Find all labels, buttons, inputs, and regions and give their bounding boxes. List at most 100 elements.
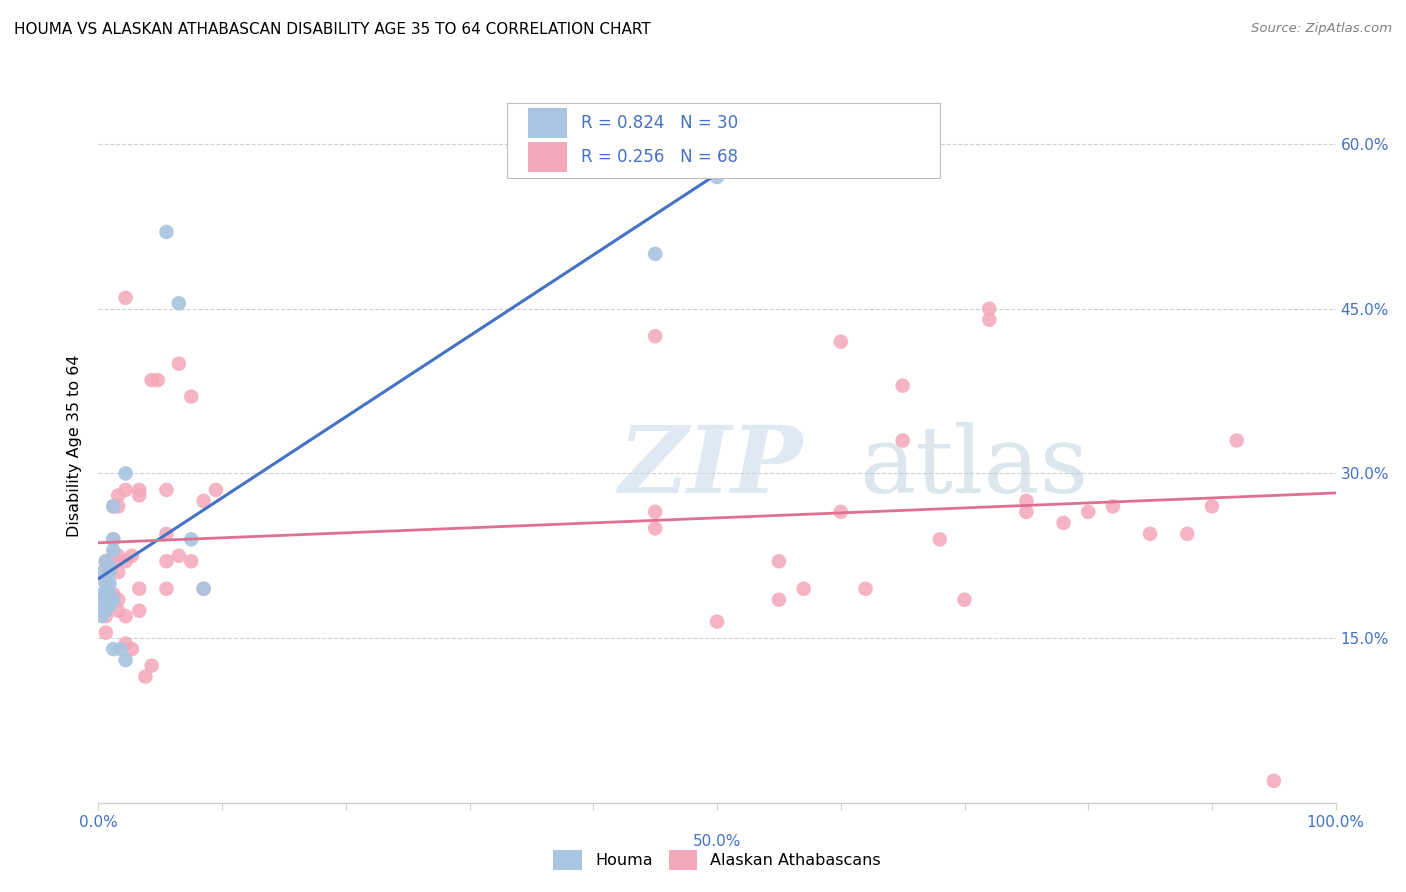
Point bbox=[155, 483, 177, 497]
Point bbox=[94, 609, 117, 624]
Point bbox=[94, 592, 117, 607]
Point bbox=[98, 598, 121, 612]
Point bbox=[1226, 434, 1249, 448]
Point bbox=[1015, 505, 1038, 519]
Point bbox=[193, 582, 215, 596]
Point bbox=[706, 615, 728, 629]
Point bbox=[706, 169, 728, 184]
Point bbox=[768, 554, 790, 568]
Point bbox=[128, 582, 150, 596]
Point bbox=[793, 582, 815, 596]
Text: ZIP: ZIP bbox=[619, 423, 803, 512]
Point bbox=[155, 582, 177, 596]
Point bbox=[146, 373, 169, 387]
Point bbox=[1052, 516, 1074, 530]
Point bbox=[128, 483, 150, 497]
Point bbox=[91, 598, 114, 612]
Point bbox=[114, 483, 136, 497]
Point bbox=[107, 592, 129, 607]
Point bbox=[103, 500, 125, 514]
Point bbox=[114, 653, 136, 667]
Point bbox=[107, 604, 129, 618]
Point bbox=[107, 500, 129, 514]
Point bbox=[979, 312, 1001, 326]
Point bbox=[180, 533, 202, 547]
Point bbox=[128, 488, 150, 502]
Point bbox=[1015, 494, 1038, 508]
Point bbox=[103, 592, 125, 607]
Point bbox=[979, 301, 1001, 316]
Text: HOUMA VS ALASKAN ATHABASCAN DISABILITY AGE 35 TO 64 CORRELATION CHART: HOUMA VS ALASKAN ATHABASCAN DISABILITY A… bbox=[14, 22, 651, 37]
Point bbox=[1139, 526, 1161, 541]
Point bbox=[134, 669, 156, 683]
Point bbox=[128, 604, 150, 618]
Point bbox=[193, 582, 215, 596]
Point bbox=[114, 467, 136, 481]
Point bbox=[167, 357, 190, 371]
Point bbox=[928, 533, 950, 547]
Text: R = 0.824   N = 30: R = 0.824 N = 30 bbox=[581, 114, 738, 132]
Point bbox=[91, 566, 114, 580]
Point bbox=[98, 559, 121, 574]
Point bbox=[103, 554, 125, 568]
Point bbox=[180, 554, 202, 568]
Point bbox=[110, 642, 132, 657]
Point bbox=[891, 434, 914, 448]
Point bbox=[98, 576, 121, 591]
Point bbox=[103, 543, 125, 558]
Point bbox=[103, 642, 125, 657]
Point bbox=[114, 637, 136, 651]
Point bbox=[155, 225, 177, 239]
Bar bbox=[527, 142, 568, 172]
Point bbox=[94, 598, 117, 612]
Point bbox=[94, 625, 117, 640]
Point bbox=[1077, 505, 1099, 519]
Text: Source: ZipAtlas.com: Source: ZipAtlas.com bbox=[1251, 22, 1392, 36]
Point bbox=[644, 505, 666, 519]
Y-axis label: Disability Age 35 to 64: Disability Age 35 to 64 bbox=[67, 355, 83, 537]
Point bbox=[193, 494, 215, 508]
Point bbox=[167, 549, 190, 563]
FancyBboxPatch shape bbox=[506, 103, 939, 178]
Point bbox=[91, 587, 114, 601]
Point bbox=[855, 582, 877, 596]
Point bbox=[953, 592, 976, 607]
Text: 50.0%: 50.0% bbox=[693, 834, 741, 849]
Point bbox=[830, 505, 852, 519]
Point bbox=[1102, 500, 1125, 514]
Point bbox=[103, 587, 125, 601]
Point bbox=[1263, 773, 1285, 788]
Point bbox=[1201, 500, 1223, 514]
Point bbox=[94, 576, 117, 591]
Point bbox=[644, 247, 666, 261]
Point bbox=[98, 566, 121, 580]
Point bbox=[121, 642, 143, 657]
Bar bbox=[527, 108, 568, 137]
Point bbox=[891, 378, 914, 392]
Point bbox=[94, 554, 117, 568]
Point bbox=[98, 592, 121, 607]
Point bbox=[830, 334, 852, 349]
Point bbox=[1175, 526, 1198, 541]
Point bbox=[768, 592, 790, 607]
Point bbox=[103, 533, 125, 547]
Point bbox=[114, 291, 136, 305]
Point bbox=[141, 373, 163, 387]
Point bbox=[155, 526, 177, 541]
Point bbox=[107, 488, 129, 502]
Point bbox=[205, 483, 228, 497]
Point bbox=[114, 554, 136, 568]
Text: R = 0.256   N = 68: R = 0.256 N = 68 bbox=[581, 148, 738, 166]
Point bbox=[167, 296, 190, 310]
Point bbox=[121, 549, 143, 563]
Point bbox=[103, 533, 125, 547]
Point bbox=[103, 500, 125, 514]
Point bbox=[98, 587, 121, 601]
Point bbox=[94, 587, 117, 601]
Text: atlas: atlas bbox=[859, 423, 1088, 512]
Point bbox=[94, 576, 117, 591]
Point bbox=[91, 609, 114, 624]
Point bbox=[141, 658, 163, 673]
Point bbox=[180, 390, 202, 404]
Point bbox=[644, 329, 666, 343]
